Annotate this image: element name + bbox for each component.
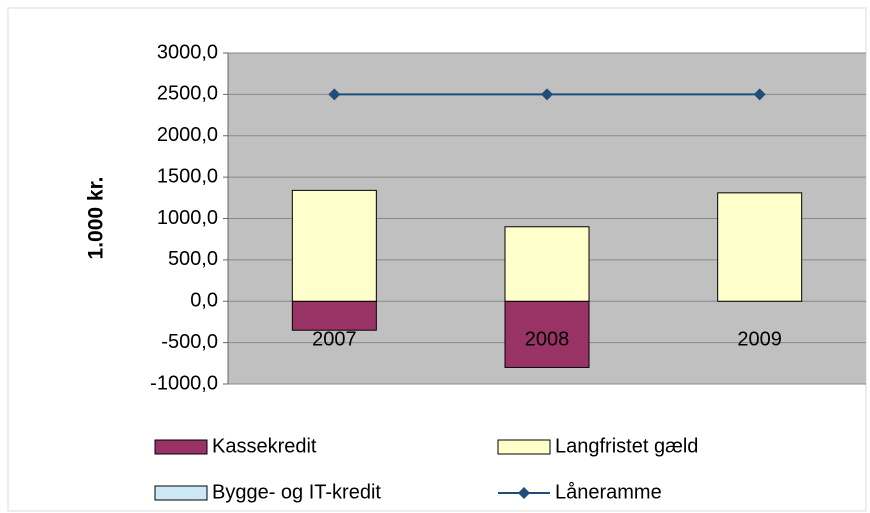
y-tick-label: 3000,0 bbox=[157, 41, 218, 63]
line-marker bbox=[541, 88, 553, 101]
y-tick-label: 2500,0 bbox=[157, 83, 218, 105]
y-tick-label: 0,0 bbox=[190, 290, 218, 312]
x-tick-label: 2008 bbox=[525, 328, 570, 350]
legend-label: Kassekredit bbox=[212, 435, 317, 457]
y-tick-label: 1500,0 bbox=[157, 165, 218, 187]
legend-marker bbox=[518, 487, 530, 499]
y-tick-label: 1000,0 bbox=[157, 207, 218, 229]
y-tick-label: -500,0 bbox=[161, 331, 218, 353]
x-tick-label: 2007 bbox=[312, 328, 357, 350]
line-marker bbox=[328, 88, 341, 101]
y-axis-label: 1.000 kr. bbox=[85, 177, 108, 260]
bar-segment bbox=[291, 189, 377, 302]
legend-swatch bbox=[154, 485, 208, 501]
y-tick-label: -1000,0 bbox=[150, 372, 218, 394]
bar-segment bbox=[504, 300, 590, 368]
legend-label: Bygge- og IT-kredit bbox=[212, 481, 381, 503]
legend-label: Langfristet gæld bbox=[555, 435, 698, 457]
legend-swatch bbox=[154, 439, 208, 455]
line-marker bbox=[753, 88, 766, 101]
bar-segment bbox=[291, 300, 377, 331]
bar-segment bbox=[504, 226, 590, 302]
y-tick-label: 2000,0 bbox=[157, 124, 218, 146]
legend-swatch bbox=[497, 439, 551, 455]
y-tick-label: 500,0 bbox=[168, 248, 218, 270]
legend-label: Låneramme bbox=[555, 481, 662, 503]
bar-segment bbox=[717, 192, 803, 302]
x-tick-label: 2009 bbox=[737, 328, 782, 350]
